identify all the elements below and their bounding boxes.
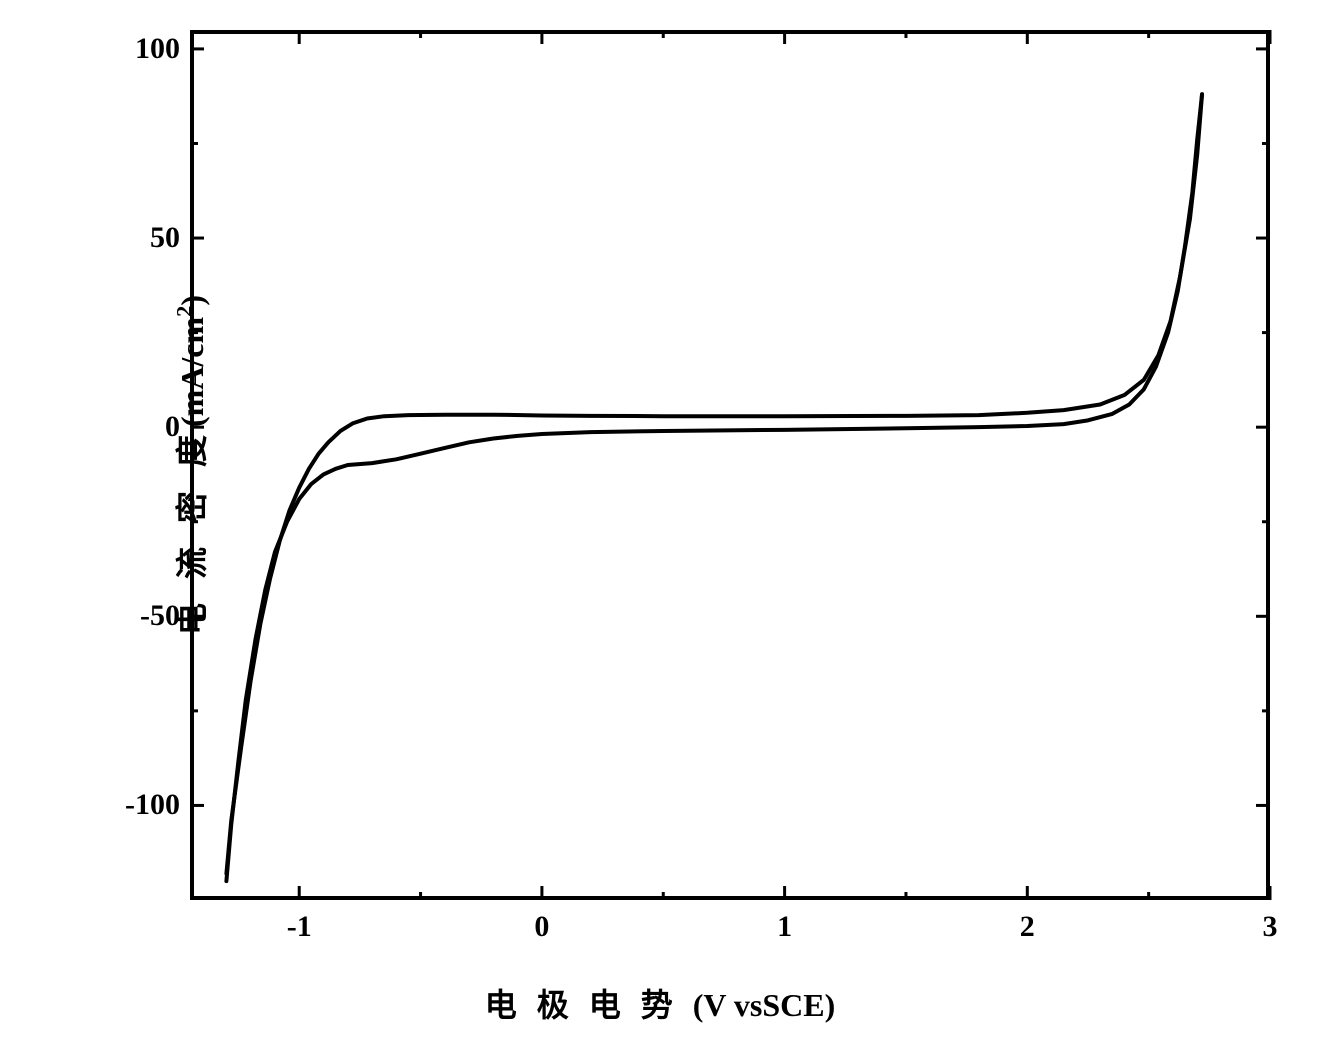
series-cv-forward <box>226 94 1202 881</box>
x-axis-title-unit: (V vsSCE) <box>693 987 836 1023</box>
x-axis-title: 电 极 电 势 (V vsSCE) <box>0 980 1320 1026</box>
cv-chart: 电 流 密 度(mA/cm2) 电 极 电 势 (V vsSCE) -1 0 1 2 3… <box>0 0 1320 1056</box>
x-tick-label: 2 <box>997 910 1057 944</box>
x-tick-label: 0 <box>512 910 572 944</box>
y-axis-title-unit: (mA/cm2) <box>174 295 210 427</box>
y-tick-label: -100 <box>30 788 180 822</box>
x-tick-label: 1 <box>755 910 815 944</box>
plot-svg <box>190 30 1270 900</box>
x-axis-title-main: 电 极 电 势 <box>485 987 679 1023</box>
y-tick-label: 50 <box>30 221 180 255</box>
y-tick-label: -50 <box>30 599 180 633</box>
series-cv-reverse <box>226 94 1202 873</box>
y-axis-title: 电 流 密 度(mA/cm2) <box>167 295 213 635</box>
x-tick-label: -1 <box>269 910 329 944</box>
y-tick-label: 0 <box>30 410 180 444</box>
y-tick-label: 100 <box>30 32 180 66</box>
x-tick-label: 3 <box>1240 910 1300 944</box>
